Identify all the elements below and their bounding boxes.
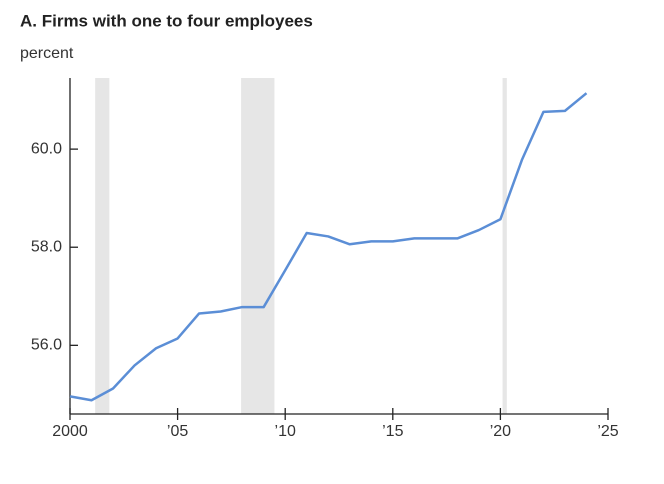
y-tick-label: 56.0 [31, 337, 62, 354]
x-tick-label: ’15 [382, 423, 403, 440]
y-tick-label: 58.0 [31, 238, 62, 255]
x-tick-label: ’10 [275, 423, 296, 440]
x-tick-label: ’05 [167, 423, 188, 440]
subtitle: percent [20, 45, 74, 62]
recession-band [502, 78, 507, 414]
recession-band [95, 78, 110, 414]
data-line [69, 92, 588, 402]
x-tick-label: 2000 [52, 423, 88, 440]
y-tick-label: 60.0 [31, 140, 62, 157]
chart-title: A. Firms with one to four employees [20, 11, 313, 30]
recession-band [241, 78, 275, 414]
x-tick-label: ’25 [597, 423, 618, 440]
x-tick-label: ’20 [490, 423, 511, 440]
